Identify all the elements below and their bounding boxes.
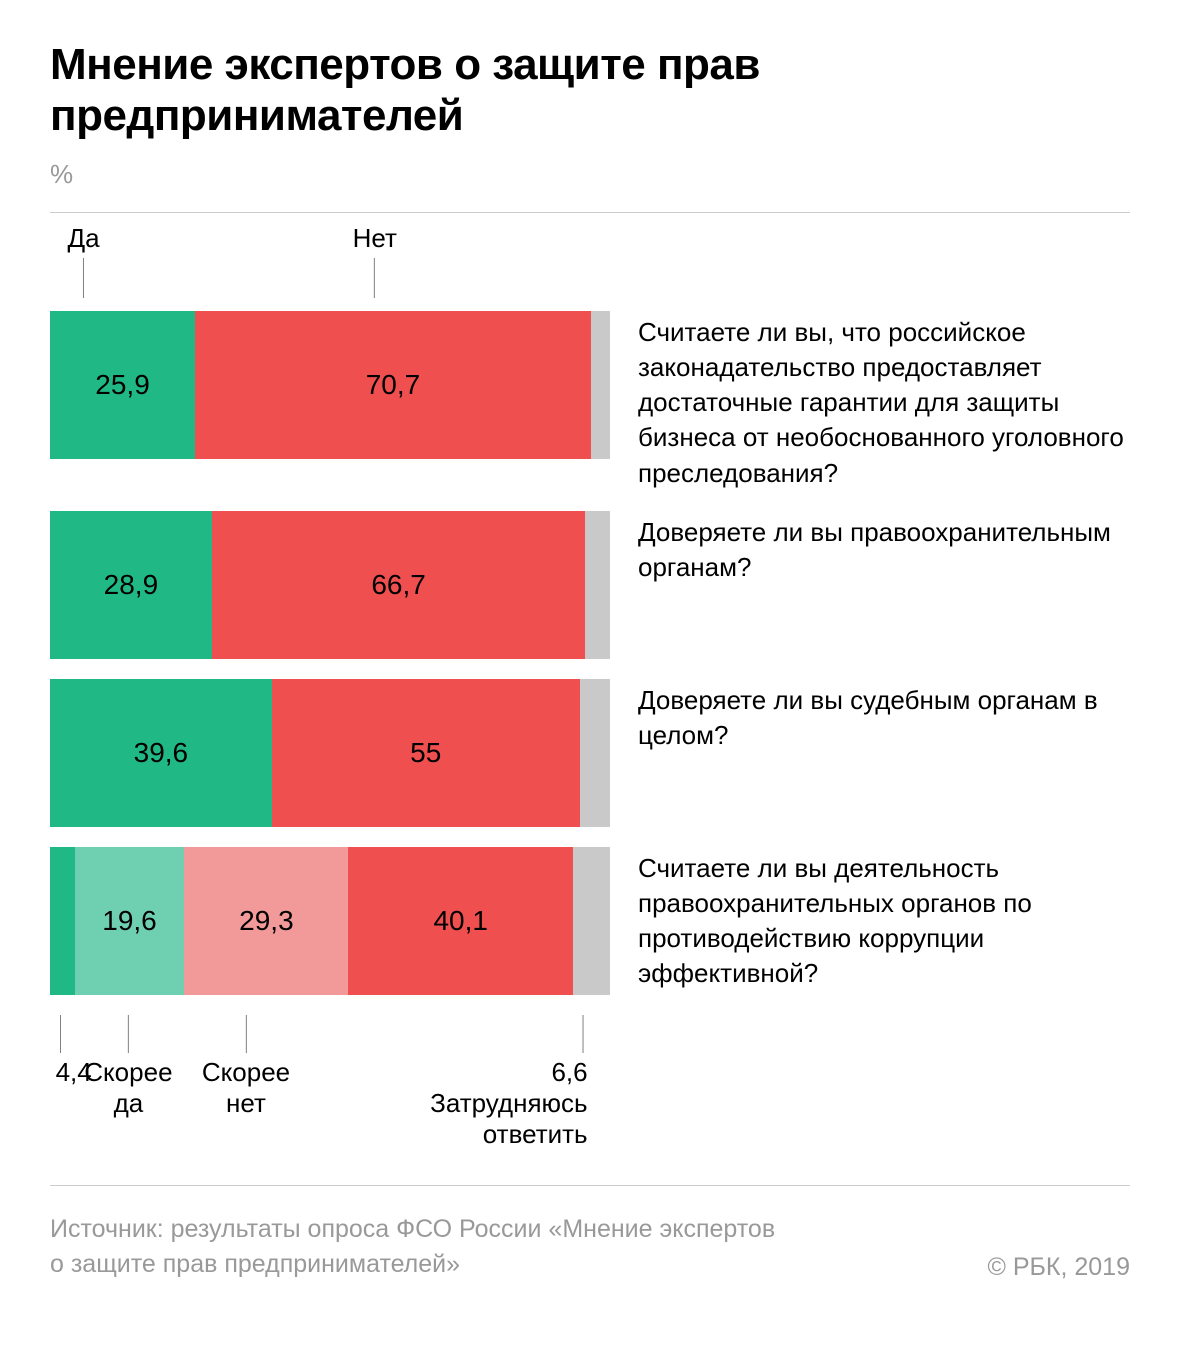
tick-line xyxy=(128,1015,129,1053)
unit-label: % xyxy=(50,159,1130,190)
question-row: 39,655 Доверяете ли вы судебным органам в… xyxy=(50,679,1130,827)
segment-no: 66,7 xyxy=(212,511,586,659)
tick-line xyxy=(83,258,84,298)
question-text: Считаете ли вы, что российское законадат… xyxy=(638,311,1130,490)
legend-yes: Да xyxy=(68,223,100,298)
segment-rather_no: 29,3 xyxy=(184,847,348,995)
bar-rows: 25,970,7Считаете ли вы, что российское з… xyxy=(50,311,1130,994)
stacked-bar: 39,655 xyxy=(50,679,610,827)
segment-no: 55 xyxy=(272,679,580,827)
segment-unsure xyxy=(580,679,610,827)
bar-column: 39,655 xyxy=(50,679,610,827)
copyright-text: © РБК, 2019 xyxy=(987,1253,1130,1282)
bottom-annotation: Скорее нет xyxy=(202,1015,290,1119)
segment-unsure xyxy=(573,847,610,995)
question-row: 28,966,7 Доверяете ли вы правоохранительн… xyxy=(50,511,1130,659)
question-row: 25,970,7Считаете ли вы, что российское з… xyxy=(50,311,1130,490)
source-text: Источник: результаты опроса ФСО России «… xyxy=(50,1212,810,1282)
segment-unsure xyxy=(591,311,610,459)
segment-yes: 39,6 xyxy=(50,679,272,827)
bottom-annotation: 6,6Затрудняюсь ответить xyxy=(430,1015,587,1150)
bar-column: 25,970,7 xyxy=(50,311,610,459)
segment-yes: 25,9 xyxy=(50,311,195,459)
bar-column: 28,966,7 xyxy=(50,511,610,659)
segment-no: 40,1 xyxy=(348,847,573,995)
question-text: Доверяете ли вы судебным органам в целом… xyxy=(638,679,1130,753)
footer: Источник: результаты опроса ФСО России «… xyxy=(50,1212,1130,1282)
segment-unsure xyxy=(585,511,610,659)
chart-title: Мнение экспертов о защите прав предприни… xyxy=(50,40,1130,141)
annotation-value: 6,6 xyxy=(430,1057,587,1088)
legend-no-text: Нет xyxy=(353,223,397,253)
bar-column: 19,629,340,1 xyxy=(50,847,610,995)
tick-line xyxy=(583,1015,584,1053)
tick-line xyxy=(60,1015,61,1053)
segment-yes: 28,9 xyxy=(50,511,212,659)
stacked-bar: 19,629,340,1 xyxy=(50,847,610,995)
chart-area: Да Нет 25,970,7Считаете ли вы, что росси… xyxy=(50,213,1130,1184)
segment-rather_yes: 19,6 xyxy=(75,847,185,995)
question-row: 19,629,340,1Считаете ли вы деятельность … xyxy=(50,847,1130,995)
segment-yes xyxy=(50,847,75,995)
bottom-annotations: 4,4Скорее даСкорее нет6,6Затрудняюсь отв… xyxy=(50,1015,610,1185)
legend-no: Нет xyxy=(353,223,397,298)
tick-line xyxy=(374,258,375,298)
annotation-label: Скорее да xyxy=(84,1057,172,1119)
question-text: Доверяете ли вы правоохранительным орган… xyxy=(638,511,1130,585)
stacked-bar: 25,970,7 xyxy=(50,311,610,459)
top-labels: Да Нет xyxy=(50,223,1130,311)
tick-line xyxy=(245,1015,246,1053)
bottom-annotation: Скорее да xyxy=(84,1015,172,1119)
segment-no: 70,7 xyxy=(195,311,591,459)
annotation-label: Затрудняюсь ответить xyxy=(430,1088,587,1150)
divider-bottom xyxy=(50,1185,1130,1186)
stacked-bar: 28,966,7 xyxy=(50,511,610,659)
question-text: Считаете ли вы деятельность правоохранит… xyxy=(638,847,1130,991)
annotation-label: Скорее нет xyxy=(202,1057,290,1119)
legend-yes-text: Да xyxy=(68,223,100,253)
